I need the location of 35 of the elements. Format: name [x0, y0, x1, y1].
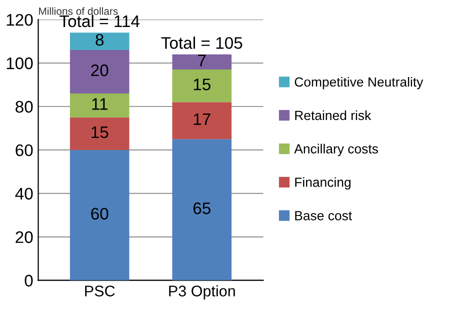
bar [70, 117, 130, 150]
data-label: 17 [194, 113, 210, 125]
total-label: Total = 105 [161, 36, 242, 49]
legend-label: Retained risk [295, 110, 372, 120]
legend-label: Ancillary costs [294, 144, 378, 156]
bar [70, 32, 130, 50]
y-tick-label: 20 [16, 231, 33, 244]
y-tick-label: 40 [15, 188, 33, 200]
data-label: 15 [194, 78, 210, 90]
bar [172, 54, 232, 70]
bar [70, 150, 130, 280]
data-label: 11 [92, 98, 108, 110]
bar [70, 93, 130, 118]
data-label: 7 [198, 54, 206, 66]
x-tick-label: PSC [85, 286, 115, 296]
x-tick-label: P3 Option [169, 285, 235, 300]
bar [172, 139, 232, 280]
y-tick-label: 60 [16, 144, 33, 156]
y-tick-label: 120 [6, 14, 33, 26]
total-label: Total = 114 [60, 14, 140, 28]
y-tick-label: 80 [16, 100, 33, 113]
bar [172, 102, 232, 140]
data-label: 20 [91, 64, 108, 76]
legend-label: Competitive Neutrality [294, 76, 424, 90]
data-label: 8 [96, 34, 104, 46]
data-label: 65 [193, 202, 210, 214]
bar [70, 50, 130, 94]
y-axis-title: Millions of dollars [39, 7, 118, 15]
data-label: 60 [91, 208, 108, 220]
bar [172, 70, 232, 102]
legend-label: Base cost [295, 211, 352, 220]
y-tick-label: 100 [6, 57, 33, 70]
legend-label: Financing [295, 177, 350, 190]
y-tick-label: 0 [24, 274, 33, 287]
data-label: 15 [92, 126, 108, 138]
